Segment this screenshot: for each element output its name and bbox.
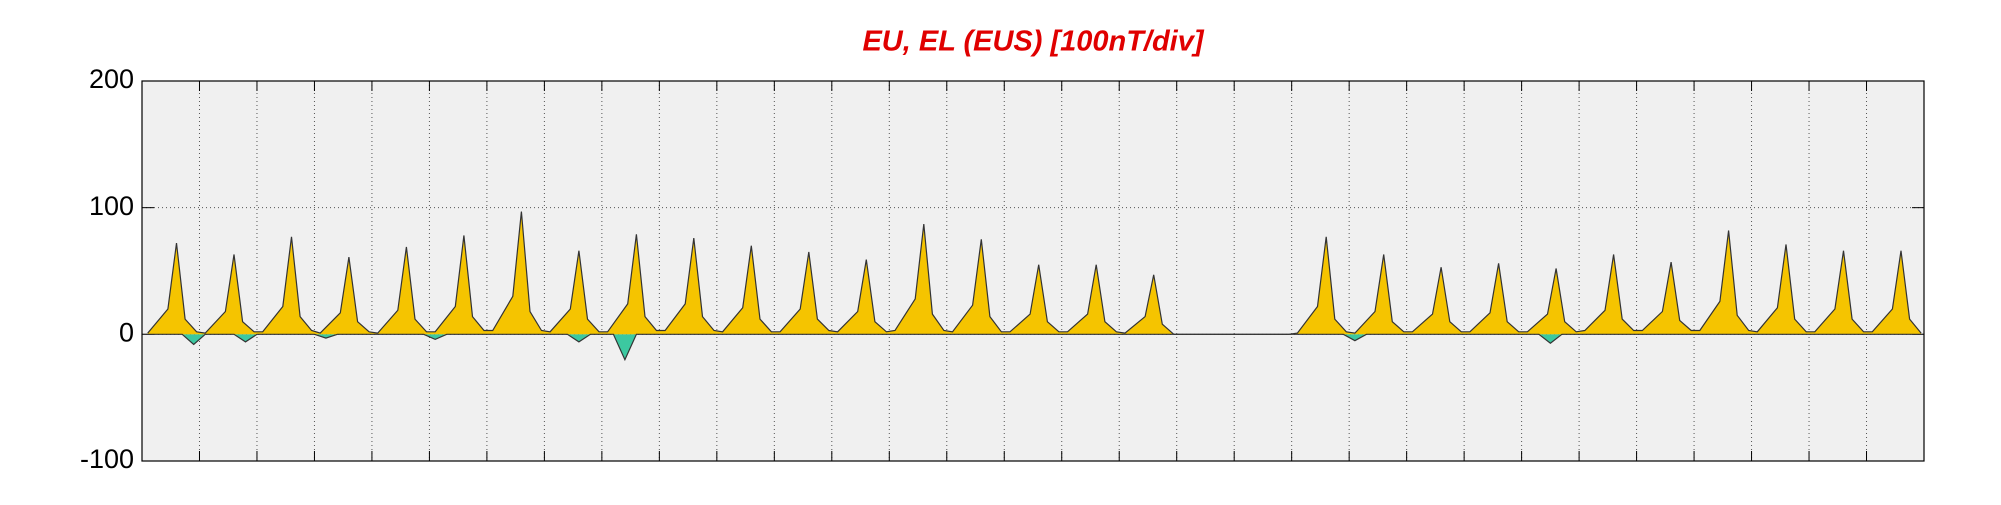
plot-background bbox=[142, 81, 1924, 461]
plot-frame bbox=[141, 80, 1925, 462]
series-line bbox=[147, 211, 1922, 335]
y-tick-label: 100 bbox=[89, 191, 134, 221]
y-tick-label: -100 bbox=[80, 444, 134, 474]
area-fill bbox=[147, 211, 1922, 335]
series-line bbox=[142, 333, 1924, 362]
chart-title: EU, EL (EUS) [100nT/div] bbox=[862, 26, 1204, 58]
y-tick-label: 200 bbox=[89, 64, 134, 94]
y-tick-label: 0 bbox=[119, 317, 134, 347]
